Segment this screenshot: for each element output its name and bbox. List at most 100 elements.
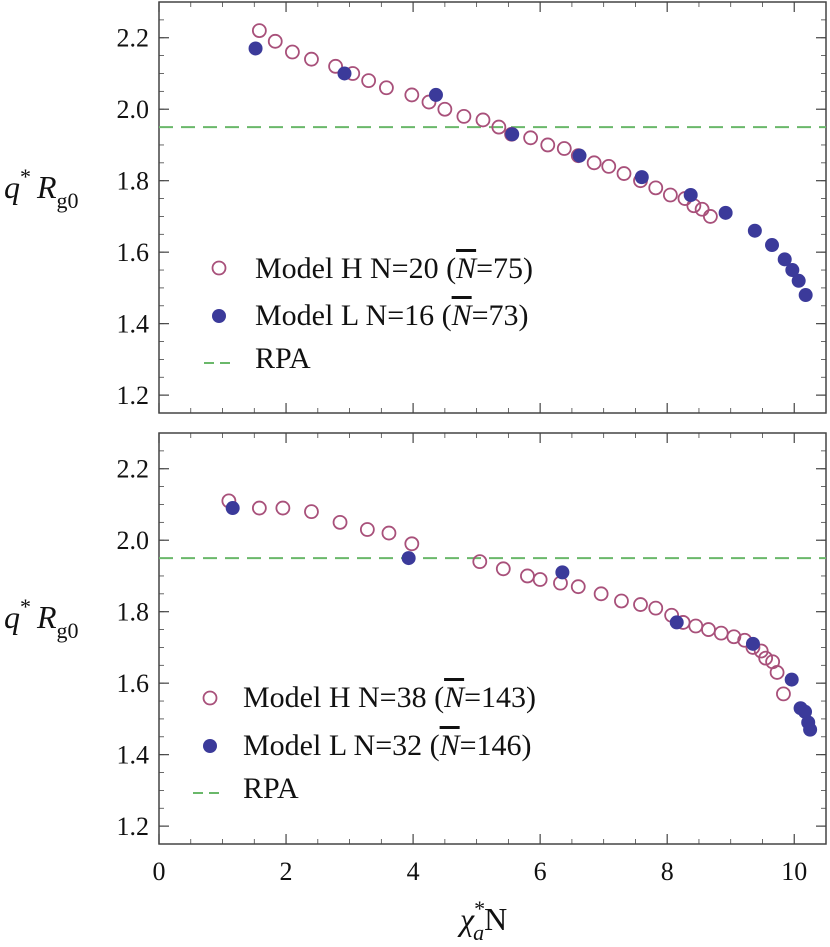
bottom-model-h-point: [769, 665, 785, 680]
bottom-model-h-point: [593, 586, 609, 602]
bottom-model-h-point: [614, 593, 629, 609]
bottom-x-tick-label: 4: [407, 857, 420, 886]
bottom-data-points: [221, 493, 818, 737]
top-model-h-point: [404, 87, 420, 103]
bottom-axis-ticks: [158, 433, 826, 844]
bottom-y-tick-label: 2.0: [117, 526, 150, 555]
top-legend-model-l: Model L N=16 (N=73): [255, 299, 529, 332]
bottom-y-tick-label: 1.6: [117, 669, 150, 698]
top-model-h-point: [662, 187, 678, 203]
top-model-h-point: [361, 73, 377, 89]
bottom-model-l-point: [803, 722, 818, 737]
top-legend-open-marker: [211, 260, 227, 276]
bottom-model-h-point: [251, 500, 267, 516]
top-model-h-point: [491, 119, 507, 135]
top-model-h-point: [648, 180, 664, 196]
bottom-model-h-point: [713, 625, 729, 641]
bottom-model-h-point: [332, 514, 348, 530]
top-model-l-point: [683, 187, 698, 202]
bottom-plot-frame: [158, 432, 827, 845]
bottom-model-h-point: [648, 600, 664, 616]
bottom-model-l-point: [669, 615, 684, 630]
bottom-model-h-point: [275, 500, 291, 516]
bottom-legend-filled-marker: [203, 739, 217, 753]
top-model-h-point: [437, 101, 453, 117]
bottom-y-tick-label: 1.4: [117, 741, 150, 770]
bottom-x-tick-label: 0: [153, 857, 166, 886]
top-model-h-point: [540, 137, 556, 153]
top-model-h-point: [556, 141, 572, 156]
top-y-tick-label: 2.0: [117, 95, 150, 124]
top-model-h-point: [251, 23, 267, 38]
bottom-panel: 1.2 1.4 1.6 1.8 2.0 2.2 0 2 4 6 8 10 q* Rg0 Model H…: [4, 432, 827, 945]
top-plot-frame: [158, 1, 827, 414]
bottom-legend-model-l: Model L N=32 (N=146): [243, 729, 532, 762]
top-model-h-point: [475, 112, 491, 128]
top-y-tick-labels: 1.2 1.4 1.6 1.8 2.0 2.2: [117, 24, 150, 410]
bottom-model-h-point: [633, 597, 648, 612]
bottom-model-h-point: [472, 554, 488, 570]
bottom-model-h-point: [304, 504, 319, 520]
top-model-h-point: [702, 209, 718, 224]
bottom-y-tick-label: 2.2: [117, 455, 150, 484]
top-model-h-point: [284, 44, 300, 60]
bottom-model-h-point: [701, 622, 716, 637]
top-model-l-point: [747, 223, 762, 238]
top-data-points: [248, 23, 813, 303]
top-legend-rpa: RPA: [255, 342, 311, 375]
top-model-h-point: [523, 130, 539, 146]
bottom-model-h-point: [726, 629, 742, 645]
bottom-model-h-point: [688, 618, 704, 634]
top-model-l-point: [718, 205, 733, 220]
top-legend-filled-marker: [212, 309, 226, 323]
bottom-model-h-point: [776, 686, 791, 702]
top-y-axis-label: q* Rg0: [4, 164, 79, 213]
top-model-h-point: [379, 80, 394, 96]
bottom-model-h-point: [758, 650, 774, 666]
top-model-l-point: [798, 288, 813, 303]
bottom-model-l-point: [401, 551, 416, 566]
bottom-legend-rpa: RPA: [243, 772, 299, 805]
top-model-l-point: [777, 252, 792, 267]
top-model-h-point: [586, 155, 602, 171]
top-model-l-point: [428, 87, 443, 102]
bottom-model-h-point: [495, 561, 511, 577]
top-y-tick-label: 1.8: [117, 167, 150, 196]
top-model-h-point: [328, 58, 343, 74]
top-model-l-point: [791, 273, 806, 288]
bottom-model-h-point: [532, 572, 548, 587]
bottom-model-l-point: [225, 501, 240, 516]
top-y-tick-label: 1.6: [117, 238, 150, 267]
bottom-model-h-point: [520, 568, 535, 584]
bottom-model-h-point: [404, 536, 420, 552]
bottom-model-h-point: [753, 643, 769, 659]
bottom-model-l-point: [745, 636, 760, 651]
top-model-l-point: [248, 41, 263, 56]
bottom-x-tick-labels: 0 2 4 6 8 10: [153, 857, 808, 886]
bottom-y-tick-label: 1.8: [117, 598, 150, 627]
bottom-model-h-point: [359, 522, 375, 537]
top-model-h-point: [694, 201, 710, 217]
top-model-l-point: [337, 66, 352, 81]
top-model-h-point: [601, 158, 617, 174]
top-model-h-point: [616, 166, 632, 181]
top-model-l-point: [765, 238, 780, 253]
top-model-l-point: [505, 127, 520, 142]
bottom-legend: Model H N=38 (N=143) Model L N=32 (N=146…: [193, 681, 536, 805]
bottom-model-l-point: [555, 565, 570, 580]
top-model-h-point: [421, 94, 437, 110]
top-y-tick-label: 2.2: [117, 24, 150, 53]
bottom-model-l-point: [784, 672, 799, 687]
top-legend: Model H N=20 (N=75) Model L N=16 (N=73) …: [204, 252, 533, 375]
bottom-y-axis-label: q* Rg0: [4, 594, 79, 643]
bottom-x-axis-label: χ* aN: [457, 896, 507, 945]
bottom-model-h-point: [570, 579, 586, 595]
top-legend-model-h: Model H N=20 (N=75): [255, 252, 533, 285]
bottom-legend-open-marker: [202, 690, 218, 706]
bottom-x-tick-label: 6: [534, 857, 547, 886]
top-model-l-point: [634, 170, 649, 185]
bottom-x-tick-label: 2: [280, 857, 293, 886]
bottom-x-tick-label: 8: [661, 857, 674, 886]
bottom-model-h-point: [381, 525, 397, 541]
